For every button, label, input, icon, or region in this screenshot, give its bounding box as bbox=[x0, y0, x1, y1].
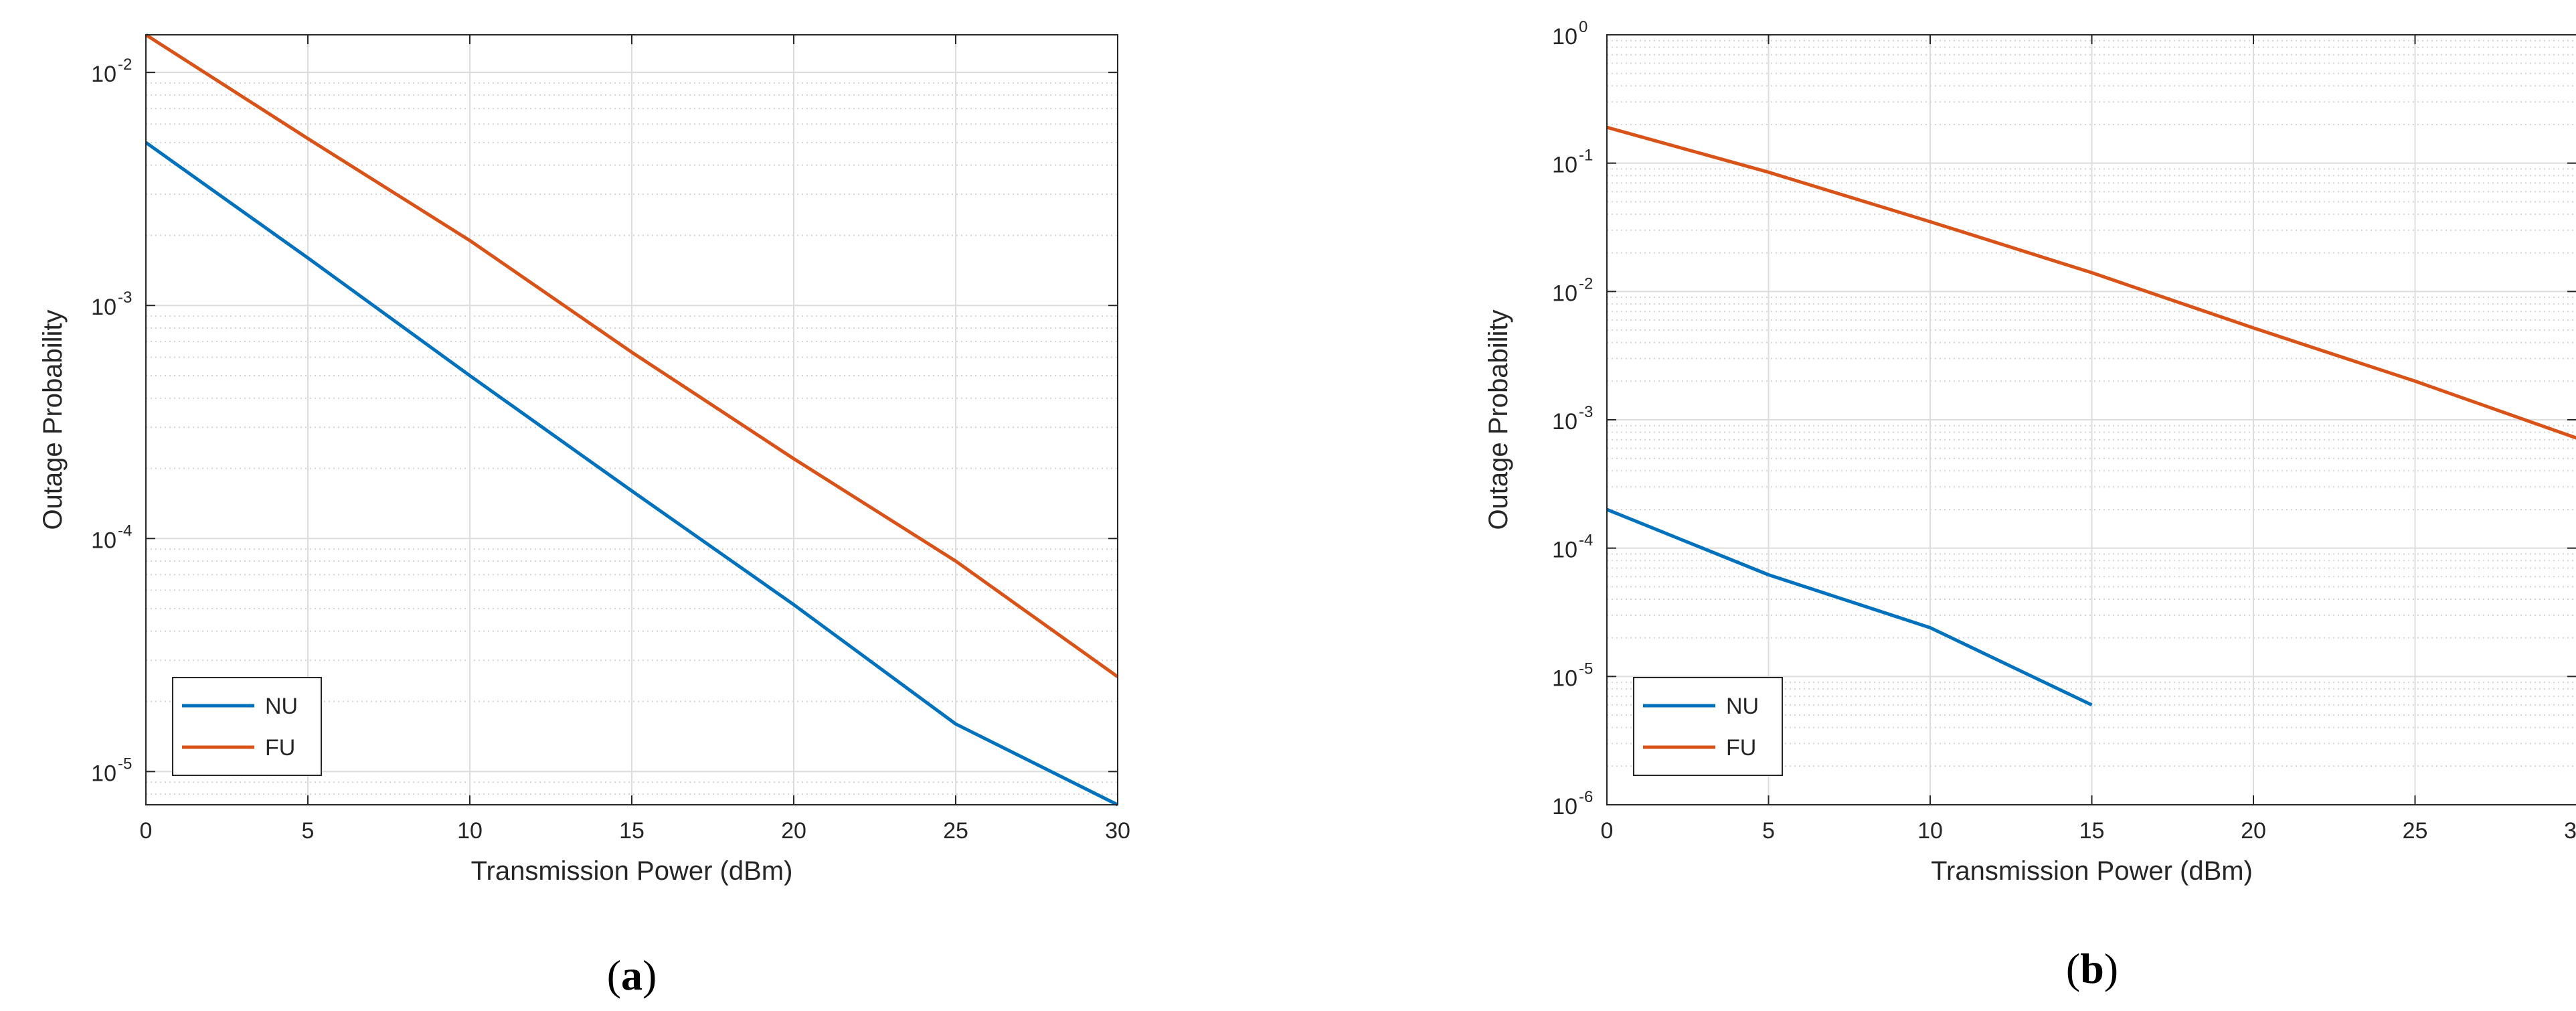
panel-b-y-tick-label: 10 -2 bbox=[1552, 275, 1593, 306]
panel-a-series-nu-line bbox=[145, 141, 1119, 807]
panel-b-panel-label: (b) bbox=[2066, 945, 2118, 992]
panel-a-y-tick-exponent: -5 bbox=[118, 755, 132, 773]
panel-b-panel-label-letter: b bbox=[2080, 945, 2104, 992]
panel-b-series-fu-line bbox=[1606, 125, 2576, 440]
panel-b-x-axis-label: Transmission Power (dBm) bbox=[1931, 856, 2253, 886]
panel-b-legend: NU FU bbox=[1633, 677, 1783, 776]
panel-b-legend-box bbox=[1633, 677, 1783, 776]
panel-a-legend-box bbox=[172, 677, 322, 776]
panel-b-y-tick-label: 10 -3 bbox=[1552, 403, 1593, 435]
panel-a-x-tick-label: 5 bbox=[302, 818, 315, 844]
panel-a-x-tick-label: 15 bbox=[619, 818, 645, 844]
panel-a-x-axis-label: Transmission Power (dBm) bbox=[471, 856, 793, 886]
panel-a-y-tick-exponent: -2 bbox=[118, 56, 132, 74]
panel-b-legend-entry-fu: FU bbox=[1726, 735, 1756, 761]
panel-b-y-tick-base: 10 bbox=[1552, 281, 1577, 306]
panel-a-y-tick-base: 10 bbox=[91, 295, 116, 320]
panel-a-y-tick-base: 10 bbox=[91, 761, 116, 786]
panel-a-y-tick-exponent: -3 bbox=[118, 289, 132, 307]
panel-b-y-tick-exponent: -5 bbox=[1579, 659, 1593, 678]
panel-a-panel-label: (a) bbox=[607, 951, 657, 999]
panel-a-x-tick-label: 25 bbox=[943, 818, 968, 844]
panel-b-x-tick-label: 15 bbox=[2079, 818, 2105, 844]
panel-a-panel-label-open: ( bbox=[607, 951, 621, 999]
panel-a-panel-label-letter: a bbox=[621, 951, 642, 999]
panel-b-y-axis-label: Outage Probability bbox=[1484, 309, 1513, 530]
panel-a-y-tick-label: 10 -4 bbox=[91, 522, 132, 553]
panel-b-y-tick-label: 10 -4 bbox=[1552, 532, 1593, 563]
panel-b-y-tick-label: 10 -6 bbox=[1552, 788, 1593, 820]
panel-a-legend: NU FU bbox=[172, 677, 322, 776]
panel-b-y-tick-exponent: -2 bbox=[1579, 275, 1593, 293]
panel-b-y-tick-base: 10 bbox=[1552, 794, 1577, 820]
panel-a-x-tick-label: 20 bbox=[781, 818, 806, 844]
panel-b-x-tick-label: 25 bbox=[2403, 818, 2428, 844]
panel-a-y-tick-base: 10 bbox=[91, 528, 116, 553]
panel-b-y-tick-exponent: 0 bbox=[1579, 18, 1587, 36]
panel-b-y-tick-base: 10 bbox=[1552, 666, 1577, 691]
panel-b-x-tick-label: 5 bbox=[1762, 818, 1775, 844]
panel-a-y-tick-label: 10 -3 bbox=[91, 289, 132, 320]
panel-a-legend-entry-fu: FU bbox=[265, 735, 295, 761]
panel-a-legend-entry-nu: NU bbox=[265, 694, 298, 719]
panel-b-y-tick-base: 10 bbox=[1552, 153, 1577, 178]
panel-b-y-tick-label: 10 -1 bbox=[1552, 147, 1593, 178]
panel-b-panel-label-open: ( bbox=[2066, 945, 2080, 992]
panel-b-x-tick-label: 0 bbox=[1601, 818, 1614, 844]
panel-b-y-tick-exponent: -1 bbox=[1579, 147, 1593, 165]
panel-b-y-tick-base: 10 bbox=[1552, 409, 1577, 435]
panel-b-legend-entry-nu: NU bbox=[1726, 694, 1759, 719]
panel-a-y-tick-label: 10 -2 bbox=[91, 56, 132, 87]
panel-a-y-axis-label: Outage Probability bbox=[38, 309, 68, 530]
panel-b-y-tick-label: 10 0 bbox=[1552, 18, 1587, 50]
panel-a-y-tick-base: 10 bbox=[91, 62, 116, 87]
panel-b-x-tick-label: 20 bbox=[2241, 818, 2266, 844]
panel-a-y-tick-label: 10 -5 bbox=[91, 755, 132, 786]
panel-b-y-tick-exponent: -3 bbox=[1579, 403, 1593, 421]
panel-b-y-tick-label: 10 -5 bbox=[1552, 659, 1593, 691]
panel-a-panel-label-close: ) bbox=[642, 951, 657, 999]
panel-b-panel-label-close: ) bbox=[2104, 945, 2118, 992]
panel-b-series-nu-line bbox=[1606, 508, 2093, 707]
panel-a-series-fu-line bbox=[145, 33, 1119, 678]
panel-a-x-tick-label: 10 bbox=[457, 818, 483, 844]
panel-a-x-tick-label: 0 bbox=[140, 818, 153, 844]
panel-b-y-tick-exponent: -4 bbox=[1579, 532, 1593, 550]
panel-b-x-tick-label: 10 bbox=[1917, 818, 1943, 844]
panel-b-chart: 05101520253010-610-510-410-310-210-1100T… bbox=[1484, 18, 2576, 992]
panel-a-x-tick-label: 30 bbox=[1105, 818, 1130, 844]
panel-b-y-tick-base: 10 bbox=[1552, 24, 1577, 50]
panel-a-y-tick-exponent: -4 bbox=[118, 522, 132, 540]
panel-b-y-tick-exponent: -6 bbox=[1579, 788, 1593, 806]
panel-b-y-tick-base: 10 bbox=[1552, 538, 1577, 563]
panel-b-x-tick-label: 30 bbox=[2564, 818, 2576, 844]
